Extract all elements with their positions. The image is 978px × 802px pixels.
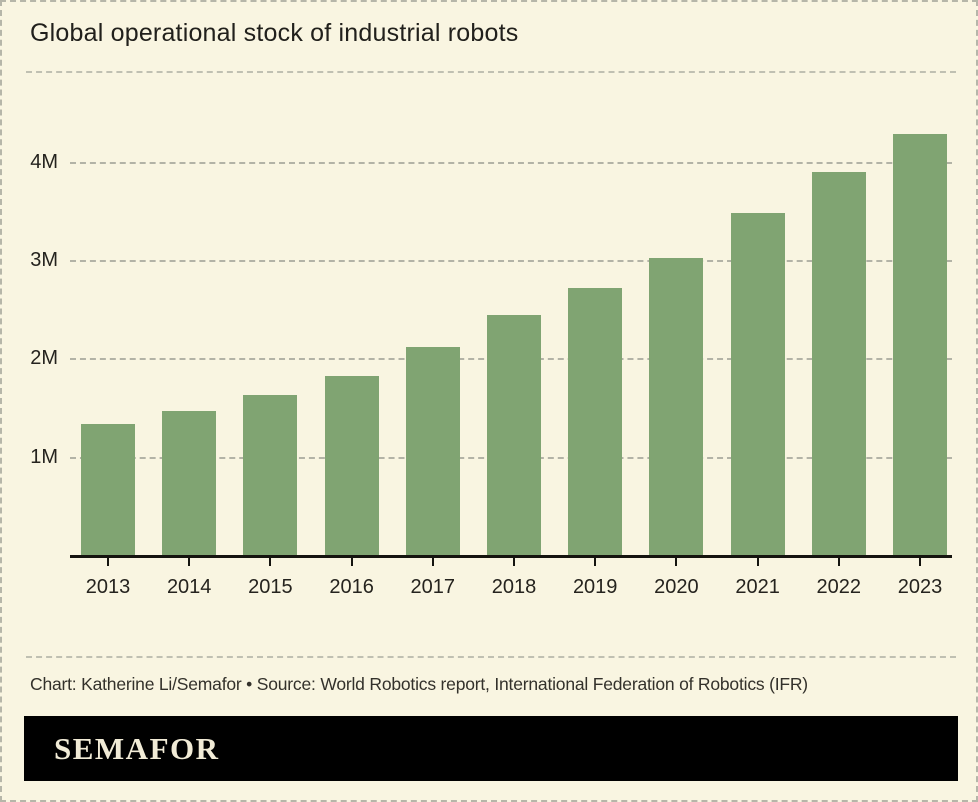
semafor-logo-bar: SEMAFOR [24, 716, 958, 781]
y-axis-label-2M: 2M [30, 347, 58, 370]
credit-line: Chart: Katherine Li/Semafor • Source: Wo… [30, 674, 808, 694]
x-tick-2023 [919, 558, 921, 566]
x-axis-label-2018: 2018 [491, 576, 537, 598]
x-axis-label-2015: 2015 [248, 576, 293, 598]
y-axis-label-4M: 4M [30, 150, 58, 173]
chart-title: Global operational stock of industrial r… [30, 19, 519, 47]
x-axis-label-2014: 2014 [166, 576, 212, 598]
x-axis-line [70, 555, 952, 558]
bar-2015 [243, 394, 298, 555]
x-axis-label-2023: 2023 [897, 576, 943, 598]
bar-2021 [730, 212, 785, 555]
bar-2017 [405, 346, 460, 555]
bar-2014 [162, 410, 217, 555]
x-axis-label-2013: 2013 [85, 576, 131, 598]
bar-chart: 1M 2M 3M 4M 2013 2014 2015 2016 2017 2018 2019 2020… [2, 74, 976, 614]
x-axis-label-2022: 2022 [816, 576, 862, 598]
x-tick-2016 [350, 558, 353, 566]
x-tick-2015 [269, 558, 272, 566]
x-tick-2022 [837, 558, 840, 566]
credit-separator [26, 656, 956, 658]
y-axis-label-1M: 1M [30, 445, 58, 468]
bar-2016 [324, 376, 379, 555]
x-axis-label-2020: 2020 [654, 576, 699, 598]
bar-2018 [487, 315, 541, 555]
gridline-4M [70, 161, 952, 164]
gridline-3M [70, 260, 952, 263]
x-axis-label-2017: 2017 [410, 576, 456, 598]
x-axis-label-2016: 2016 [329, 576, 374, 598]
x-tick-2020 [675, 558, 678, 566]
bar-2023 [893, 134, 947, 555]
bar-2019 [568, 287, 623, 555]
x-axis-label-2019: 2019 [572, 576, 618, 598]
bar-2013 [81, 424, 135, 555]
x-tick-2018 [513, 558, 515, 566]
title-separator [26, 71, 956, 73]
bar-2022 [811, 171, 866, 555]
semafor-wordmark: SEMAFOR [54, 730, 220, 766]
x-axis-label-2021: 2021 [735, 576, 780, 598]
y-axis-label-3M: 3M [30, 249, 58, 272]
bar-2020 [649, 258, 704, 555]
x-tick-2014 [188, 558, 191, 566]
x-tick-2017 [431, 558, 434, 566]
x-tick-2013 [107, 558, 109, 566]
x-tick-2021 [756, 558, 759, 566]
x-tick-2019 [594, 558, 597, 566]
